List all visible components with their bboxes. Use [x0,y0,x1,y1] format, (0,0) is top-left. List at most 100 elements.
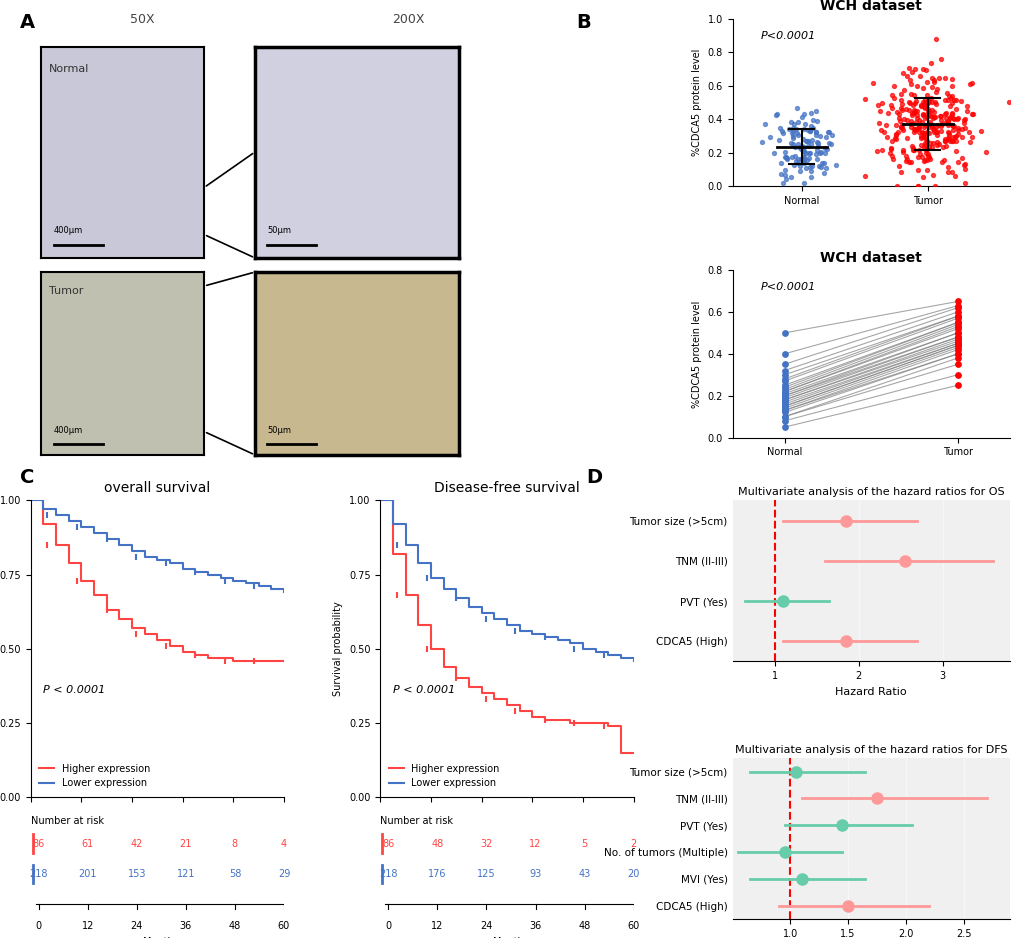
Point [902,113,918,129]
Higher expression [151,634,163,645]
Point [907,114,923,129]
Point [908,79,924,94]
Point [944,78,960,93]
Higher expression [551,715,564,726]
Higher expression [564,718,576,729]
Point [917,63,933,78]
Point [775,356,792,371]
Text: 32: 32 [480,839,492,849]
Point [912,98,928,113]
Point [963,130,979,145]
Point [945,93,961,108]
Higher expression [277,655,289,666]
Point [775,373,792,388]
Text: 201: 201 [78,869,97,879]
Point [804,113,820,128]
Point [802,106,818,121]
Point [915,117,931,132]
Point [940,126,956,141]
Point [919,105,935,120]
Text: 0: 0 [385,921,391,930]
Lower expression [412,557,424,568]
Text: 4: 4 [280,839,286,849]
Higher expression [101,605,113,616]
Lower expression [601,646,613,658]
Point [909,179,925,194]
Point [922,140,938,155]
Point [972,124,988,139]
Lower expression [488,613,500,625]
Point [940,114,956,129]
Lower expression [500,619,513,630]
Point [945,118,961,133]
Point [898,130,914,145]
Point [916,92,932,107]
Point [818,125,835,140]
Point [949,310,965,325]
Point [893,102,909,117]
Point [911,68,927,83]
Point [798,134,814,149]
Point [790,152,806,167]
Point [804,120,820,135]
Point [977,144,994,159]
Lower expression [589,643,601,655]
Point [909,179,925,194]
Point [922,94,938,109]
Lower expression [277,587,289,598]
Lower expression [253,578,265,589]
Lower expression [139,552,151,563]
Lower expression [189,563,201,574]
Point [807,128,823,143]
Point [888,104,904,119]
Point [802,137,818,152]
Point [799,122,815,137]
Point [795,122,811,137]
Title: WCH dataset: WCH dataset [819,250,921,265]
Point [922,103,938,118]
Point [922,71,938,86]
Lower expression [239,575,252,586]
Text: 400μm: 400μm [54,426,83,435]
Text: Tumor: Tumor [49,286,84,296]
Text: 125: 125 [477,869,495,879]
Higher expression [627,747,639,758]
Point [817,142,834,157]
Point [873,143,890,158]
Point [932,124,949,139]
Lower expression [37,504,49,515]
Point [918,109,934,124]
Higher expression [125,623,138,634]
Point [916,100,932,115]
Text: 29: 29 [277,869,289,879]
Higher expression [214,652,226,663]
Higher expression [601,720,613,732]
Point [817,160,834,175]
Point [799,133,815,148]
Text: 218: 218 [30,869,48,879]
Point [956,156,972,171]
Higher expression [386,494,398,506]
Point [902,155,918,170]
Point [936,70,953,85]
Text: 50X: 50X [130,13,155,26]
Point [775,388,792,403]
Higher expression [412,619,424,630]
Point [793,139,809,154]
Point [889,124,905,139]
Text: 12: 12 [431,921,443,930]
Point [915,107,931,122]
Higher expression [227,655,239,666]
Point [909,162,925,177]
Point [949,315,965,330]
Point [908,107,924,122]
Point [785,136,801,151]
Point [915,139,931,154]
Text: 42: 42 [130,839,143,849]
Text: 400μm: 400μm [54,226,83,234]
Point [920,150,936,165]
Point [916,138,932,153]
Point [914,126,930,141]
Point [938,113,955,129]
Point [901,96,917,111]
